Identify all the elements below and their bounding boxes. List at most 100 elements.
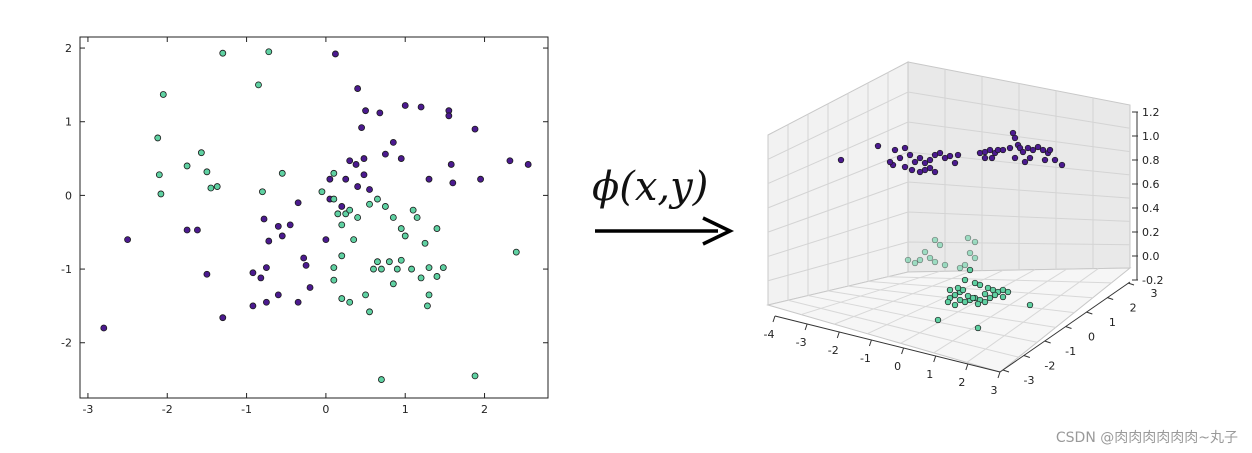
- x3d-tick-label: 3: [991, 384, 998, 397]
- data-point-purple: [360, 171, 368, 179]
- data-point-green-3d: [966, 249, 974, 257]
- grid-line: [767, 121, 1131, 185]
- data-point-green-3d: [964, 292, 972, 300]
- grid-line: [767, 151, 1131, 209]
- x3d-tick-mark: [772, 315, 776, 323]
- x-tick-label: -3: [82, 403, 93, 416]
- data-point-purple-3d: [1029, 146, 1037, 154]
- data-point-purple-3d: [896, 154, 904, 162]
- y3d-tick-mark: [1023, 355, 1030, 358]
- data-point-green-3d: [931, 258, 939, 266]
- data-point-green: [159, 91, 167, 98]
- data-point-green: [330, 276, 338, 284]
- data-point-green-3d: [946, 286, 954, 294]
- data-point-green-3d: [904, 256, 912, 264]
- data-point-green: [378, 376, 385, 383]
- data-point-green: [338, 252, 346, 260]
- data-point-green: [374, 258, 381, 266]
- data-point-green: [393, 265, 401, 273]
- data-point-green: [378, 265, 385, 273]
- z3d-tick-label: 0.8: [1142, 154, 1160, 167]
- data-point-purple: [263, 264, 270, 271]
- data-point-green: [278, 169, 286, 177]
- data-point-purple: [249, 269, 257, 277]
- data-point-purple: [306, 284, 314, 291]
- z3d-tick-label: 0.6: [1142, 178, 1160, 191]
- data-point-green: [318, 188, 326, 196]
- y3d-tick-label: 1: [1109, 316, 1116, 329]
- data-point-purple-3d: [988, 154, 996, 162]
- grid-line: [933, 268, 1067, 354]
- data-point-purple: [354, 183, 362, 190]
- data-point-green: [265, 48, 273, 56]
- data-point-purple-3d: [1006, 144, 1014, 152]
- data-point-purple: [366, 186, 373, 193]
- grid-line: [900, 269, 1036, 344]
- transform-arrow: ϕ(x,y): [592, 164, 735, 246]
- data-point-green: [439, 264, 447, 271]
- data-point-green: [154, 134, 162, 142]
- z3d-tick-label: 0.2: [1142, 226, 1160, 239]
- z3d-tick-label: 1.0: [1142, 130, 1160, 143]
- x3d-tick-label: 1: [926, 368, 933, 381]
- data-point-green: [417, 274, 425, 282]
- data-point-green: [213, 183, 221, 190]
- data-point-green-3d: [954, 284, 962, 292]
- data-point-purple-3d: [901, 163, 909, 171]
- data-point-purple-3d: [1051, 156, 1059, 164]
- x-tick-label: 1: [402, 403, 409, 416]
- data-point-purple-3d: [1026, 154, 1034, 162]
- grid-line: [767, 241, 1131, 282]
- x3d-tick-mark: [804, 323, 808, 331]
- data-point-green: [424, 302, 431, 310]
- z3d-tick-label: -0.2: [1142, 274, 1163, 287]
- data-point-purple-3d: [1058, 161, 1066, 169]
- data-point-purple: [300, 254, 308, 262]
- data-point-green: [155, 171, 163, 179]
- data-point-green: [421, 239, 429, 247]
- z3d-tick-label: 0.4: [1142, 202, 1160, 215]
- data-point-green: [366, 308, 373, 316]
- y-tick-label: 2: [65, 42, 72, 55]
- y3d-tick-mark: [1086, 311, 1093, 315]
- axis-ticks-2d: -3 -2 -1 0 1 2 2 1 0 -1 -2: [61, 37, 548, 416]
- grid-line: [807, 295, 1038, 343]
- data-point-green: [219, 49, 227, 57]
- data-point-purple: [358, 124, 365, 132]
- data-point-green-3d: [981, 290, 989, 298]
- phi-label: ϕ(x,y): [592, 164, 708, 210]
- data-point-purple: [352, 161, 360, 168]
- data-point-green: [471, 372, 479, 380]
- data-point-green-3d: [981, 298, 989, 306]
- data-point-purple: [338, 203, 346, 210]
- grid-line: [767, 181, 1131, 233]
- x3d-tick-label: -2: [828, 344, 839, 357]
- data-point-purple: [376, 109, 384, 117]
- data-point-green-3d: [966, 266, 974, 274]
- data-point-green-3d: [944, 298, 952, 306]
- data-point-purple: [183, 226, 191, 234]
- data-point-purple-3d: [1034, 143, 1042, 151]
- data-point-purple: [401, 102, 409, 109]
- data-point-purple-3d: [1039, 146, 1047, 154]
- grid-line: [800, 270, 940, 316]
- data-point-purple: [447, 161, 455, 168]
- data-point-green: [330, 195, 338, 203]
- data-point-green: [334, 210, 342, 218]
- data-point-purple: [346, 157, 354, 165]
- data-point-green-3d: [951, 301, 959, 309]
- x3d-tick-label: -3: [796, 336, 807, 349]
- x3d-tick-mark: [868, 339, 872, 347]
- data-point-green-3d: [961, 276, 969, 284]
- data-point-purple: [445, 112, 453, 120]
- data-point-purple: [425, 175, 433, 183]
- y3d-tick-mark: [1002, 369, 1010, 373]
- data-point-purple-3d: [837, 156, 845, 164]
- grid-line: [867, 269, 1004, 335]
- data-point-purple-3d: [901, 144, 909, 152]
- y3d-tick-label: -1: [1065, 345, 1076, 358]
- data-point-purple: [263, 298, 270, 306]
- data-point-purple-3d: [1011, 134, 1019, 142]
- data-point-green: [354, 214, 362, 221]
